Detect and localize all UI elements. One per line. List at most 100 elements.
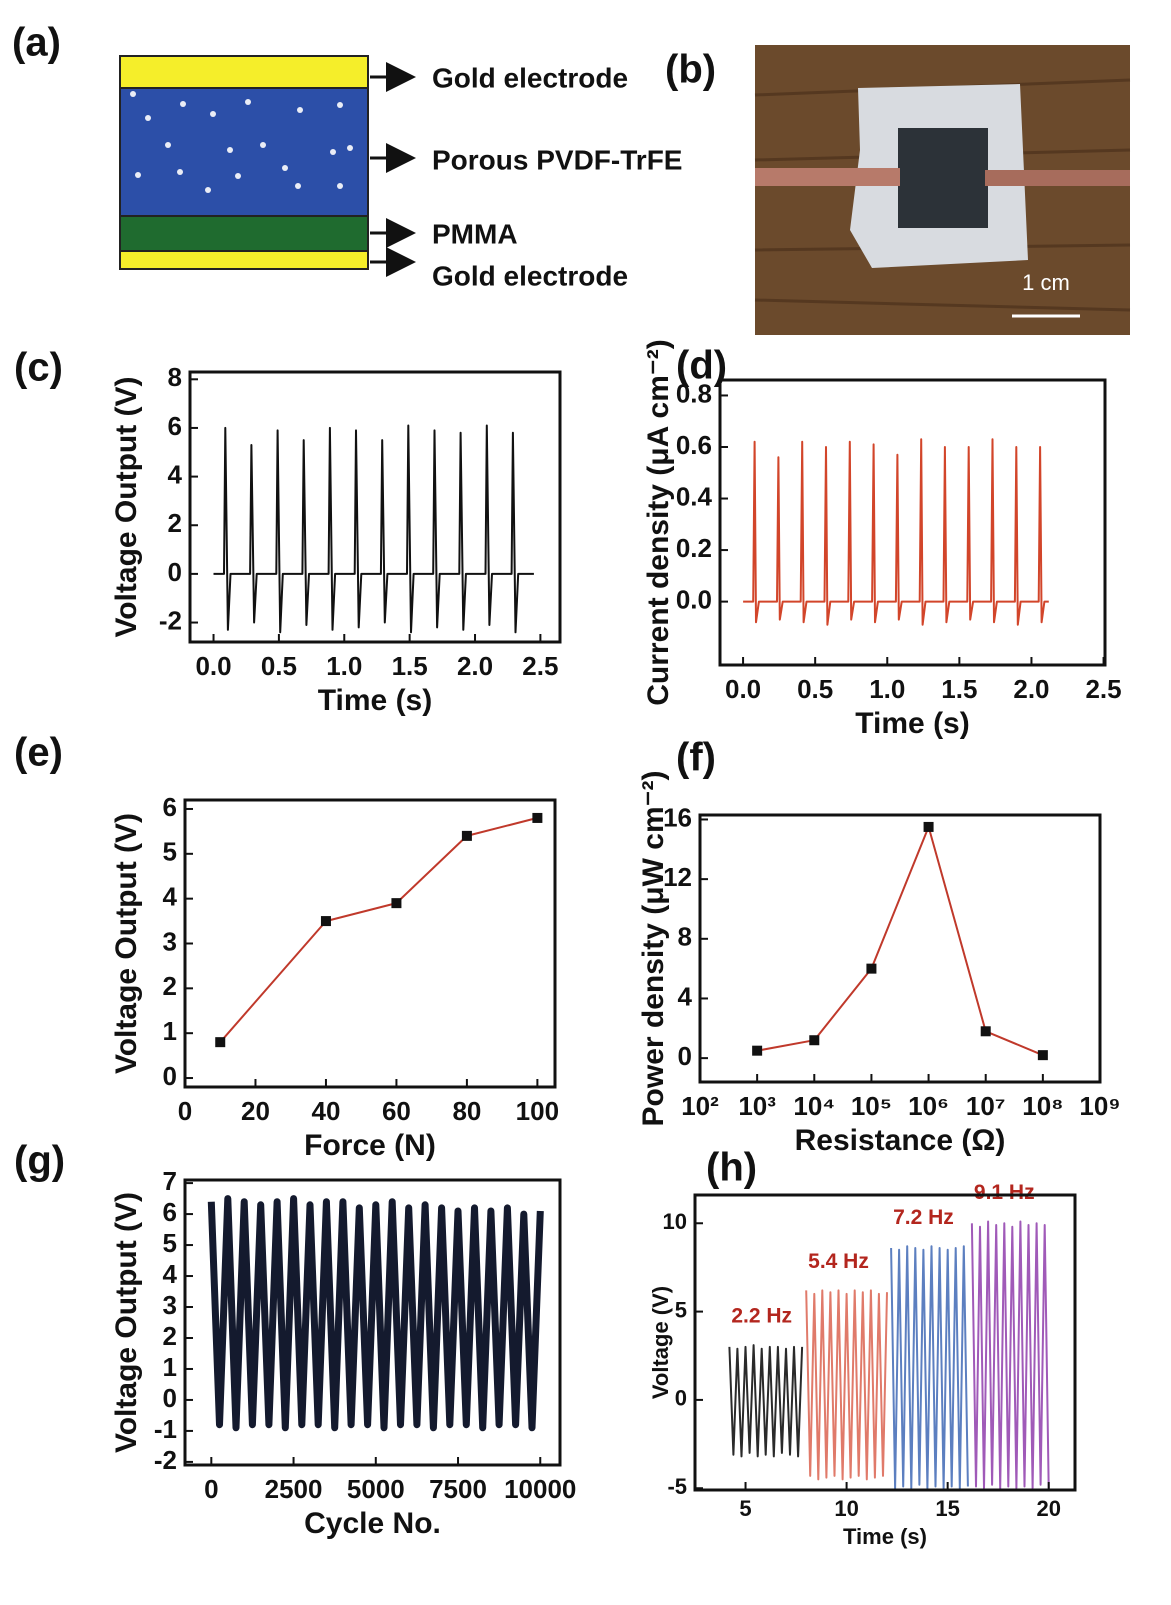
y-tick-label: 2 (163, 971, 177, 1001)
x-tick-label: 20 (1036, 1496, 1060, 1521)
y-tick-label: 6 (168, 411, 182, 441)
plot-frame (718, 378, 1107, 667)
panel-label: (g) (14, 1139, 65, 1183)
y-tick-label: -5 (667, 1474, 687, 1499)
y-tick-label: 0.6 (676, 430, 712, 460)
x-axis-title: Time (s) (855, 707, 969, 740)
y-tick-label: 0 (675, 1386, 687, 1411)
panel-label: (c) (14, 346, 63, 390)
chart: (d)0.00.20.40.60.80.0 0.5 1.0 1.5 2.0 2.5Time… (642, 339, 1122, 740)
x-axis-title: Time (s) (843, 1524, 927, 1549)
y-tick-label: 2 (168, 508, 182, 538)
plot-frame (183, 1178, 562, 1467)
x-tick-label: 1.0 (326, 651, 362, 681)
x-tick-label: 0.5 (797, 674, 833, 704)
series-line (207, 1195, 544, 1432)
series-line (219, 816, 538, 1043)
x-tick-label: 7500 (429, 1474, 487, 1504)
x-tick-label: 10⁴ (793, 1091, 835, 1121)
marker (461, 830, 472, 841)
x-tick-label: 1.5 (941, 674, 977, 704)
x-tick-label: 10⁸ (1022, 1091, 1063, 1121)
y-tick-label: 0 (168, 557, 182, 587)
plot-frame (693, 1193, 1077, 1492)
series-line (743, 438, 1049, 626)
x-tick-label: 10³ (738, 1091, 776, 1121)
x-tick-label: 5000 (347, 1474, 405, 1504)
y-tick-label: 5 (163, 1228, 177, 1258)
x-tick-label: 20 (241, 1096, 270, 1126)
chart: (f) 0 4 8 12 16 10² 10³ 10⁴ 10⁵ 10⁶ 10⁷ 10⁸ 10⁹ Resist… (637, 736, 1121, 1157)
panel-label: (f) (676, 736, 716, 780)
marker (809, 1035, 820, 1046)
series-line (970, 1220, 1050, 1490)
y-tick-label: 8 (678, 922, 692, 952)
y-tick-label: -2 (154, 1445, 177, 1475)
y-axis-title: Current density (μA cm⁻²) (642, 339, 675, 705)
panel-label: (b) (665, 48, 716, 92)
y-tick-label: 6 (163, 1197, 177, 1227)
x-tick-label: 10⁹ (1079, 1091, 1120, 1121)
y-tick-label: 0.0 (676, 584, 712, 614)
y-tick-label: 16 (663, 802, 692, 832)
marker (215, 1037, 226, 1048)
y-tick-label: 0.8 (676, 378, 712, 408)
x-tick-label: 2.0 (1013, 674, 1049, 704)
y-axis-title: Voltage Output (V) (110, 1192, 143, 1453)
y-tick-label: 4 (678, 981, 693, 1011)
x-tick-label: 10000 (504, 1474, 576, 1504)
x-tick-label: 2.0 (457, 651, 493, 681)
y-tick-label: -1 (154, 1414, 177, 1444)
series-line (890, 1245, 969, 1490)
marker (320, 916, 331, 927)
y-tick-label: 1 (163, 1016, 177, 1046)
y-axis-title: Power density (μW cm⁻²) (637, 771, 670, 1127)
series-label: 2.2 Hz (731, 1305, 792, 1328)
y-tick-label: 10 (663, 1209, 687, 1234)
x-tick-label: 80 (452, 1096, 481, 1126)
y-tick-label: 0 (163, 1061, 177, 1091)
series-line (805, 1289, 888, 1481)
x-tick-label: 60 (382, 1096, 411, 1126)
y-tick-label: 6 (163, 792, 177, 822)
layer-label: PMMA (432, 218, 518, 249)
panel-label: (a) (12, 21, 61, 65)
plot-frame (183, 798, 557, 1089)
x-tick-label: 0 (178, 1096, 192, 1126)
series-line (213, 424, 534, 634)
x-tick-label: 10² (681, 1091, 719, 1121)
marker (866, 963, 877, 974)
x-tick-label: 0.0 (725, 674, 761, 704)
y-tick-label: 12 (663, 862, 692, 892)
x-axis-title: Time (s) (318, 684, 432, 717)
x-tick-label: 40 (311, 1096, 340, 1126)
panel-label: (e) (14, 731, 63, 775)
x-tick-label: 100 (516, 1096, 559, 1126)
x-axis-title: Force (N) (304, 1129, 436, 1162)
photo: 1 cm (754, 45, 1131, 335)
x-tick-label: 0 (204, 1474, 218, 1504)
x-tick-label: 0.0 (195, 651, 231, 681)
marker (391, 898, 402, 909)
series-line (756, 825, 1044, 1057)
y-tick-label: 5 (163, 837, 177, 867)
x-tick-label: 0.5 (261, 651, 297, 681)
y-tick-label: 4 (163, 1259, 178, 1289)
layer-label: Gold electrode (432, 260, 628, 291)
y-tick-label: 7 (163, 1166, 177, 1196)
x-tick-label: 2.5 (522, 651, 558, 681)
plot-frame (698, 813, 1102, 1084)
y-tick-label: 3 (163, 926, 177, 956)
x-axis-title: Resistance (Ω) (795, 1124, 1006, 1157)
x-tick-label: 2.5 (1085, 674, 1121, 704)
y-axis-title: Voltage Output (V) (110, 813, 143, 1074)
chart: (h) 2.2 Hz 5.4 Hz 7.2 Hz 9.1 Hz -5 0 5 10 5 10 15 20… (648, 1146, 1077, 1549)
chart: (c) -2 0 2 4 6 8 0.0 0.5 1.0 1.5 2.0 2.5 Time (s) Volt… (14, 346, 562, 717)
y-axis-title: Voltage Output (V) (110, 376, 143, 637)
x-tick-label: 2500 (265, 1474, 323, 1504)
x-tick-label: 15 (935, 1496, 959, 1521)
layer-label: Gold electrode (432, 62, 628, 93)
y-tick-label: -2 (159, 605, 182, 635)
layer-label: Porous PVDF-TrFE (432, 144, 682, 175)
